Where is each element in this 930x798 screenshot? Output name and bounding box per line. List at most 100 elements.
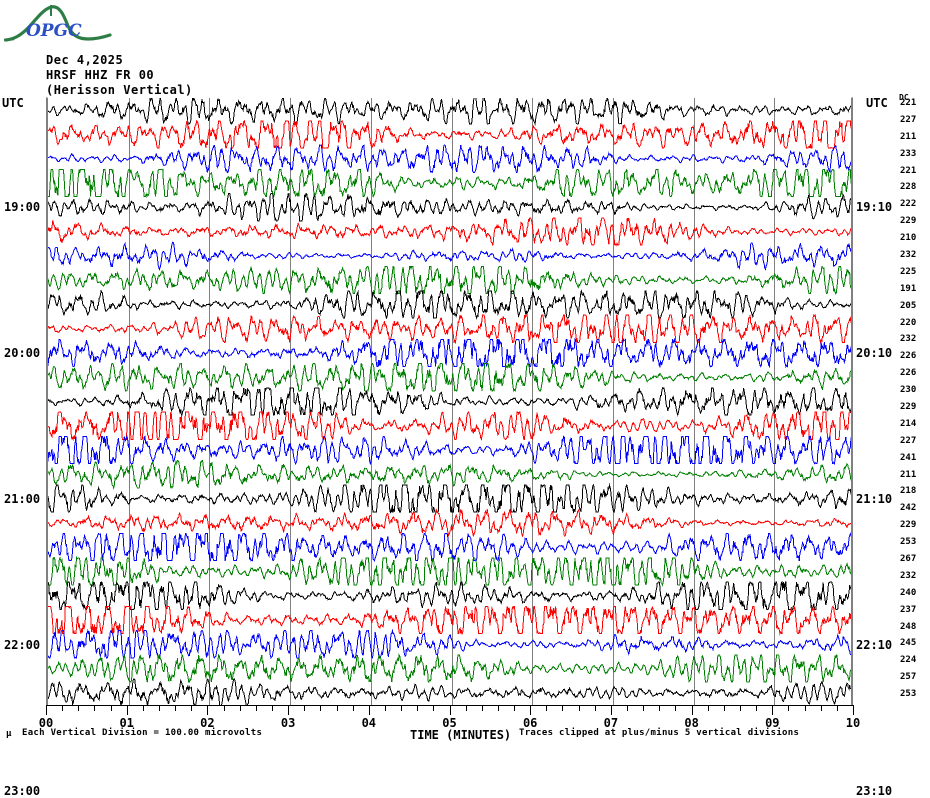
trace-5 [48,217,851,247]
gridline-minute-3 [290,98,292,705]
dc-value-34: 257 [900,672,917,683]
x-tick-minor [110,705,112,711]
trace-7 [48,265,851,295]
trace-19 [48,556,851,587]
x-tick-label-10: 10 [845,716,861,730]
utc-label-left: UTC [2,96,24,110]
gridline-minute-1 [128,98,130,705]
x-tick-minor [481,705,483,711]
dc-value-23: 218 [900,486,917,497]
dc-value-21: 241 [900,452,917,463]
x-tick-minor [158,705,160,711]
dc-value-26: 253 [900,537,917,548]
x-tick-minor [255,705,257,711]
dc-value-29: 240 [900,587,917,598]
trace-12 [48,386,851,417]
dc-value-32: 245 [900,638,917,649]
hour-label-right-1910: 19:10 [856,200,893,215]
x-tick-major-08 [691,705,693,715]
trace-15 [48,460,851,490]
trace-18 [48,532,851,563]
trace-6 [48,241,851,272]
trace-8 [48,289,851,320]
dc-value-22: 211 [900,469,917,480]
trace-14 [48,434,851,466]
dc-value-33: 224 [900,655,917,666]
gridline-minute-4 [370,98,372,705]
opgc-logo: OPGC [4,5,112,42]
gridline-minute-9 [774,98,776,705]
x-tick-minor [271,705,273,711]
footer-note-left: Each Vertical Division = 100.00 microvol… [22,728,263,738]
x-tick-major-10 [853,705,854,715]
trace-9 [48,313,851,345]
dc-value-3: 233 [900,148,917,159]
x-tick-minor [352,705,354,711]
dc-value-31: 248 [900,621,917,632]
x-tick-minor [546,705,548,711]
dc-value-1: 227 [900,114,917,125]
x-tick-major-00 [46,705,47,715]
x-tick-minor [788,705,790,711]
x-tick-minor [497,705,499,711]
x-tick-minor [643,705,645,711]
trace-22 [48,628,851,660]
trace-24 [48,678,851,705]
x-tick-major-02 [207,705,209,715]
dc-value-28: 232 [900,570,917,581]
hour-label-left-2200: 22:00 [4,638,41,653]
dc-value-10: 225 [900,266,917,277]
x-tick-label-06: 06 [522,716,538,730]
x-tick-minor [175,705,177,711]
trace-17 [48,507,851,538]
trace-0 [48,98,851,126]
dc-value-20: 227 [900,435,917,446]
dc-value-17: 230 [900,385,917,396]
x-tick-label-01: 01 [119,716,134,730]
dc-value-35: 253 [900,689,917,700]
dc-value-9: 232 [900,250,917,260]
x-tick-major-05 [449,705,451,715]
x-tick-major-09 [772,705,774,715]
x-tick-minor [707,705,709,711]
x-tick-minor [675,705,677,711]
trace-11 [48,362,851,393]
dc-value-14: 232 [900,334,917,345]
x-tick-minor [836,705,838,711]
x-tick-minor [562,705,564,711]
trace-2 [48,144,851,174]
dc-column-header: DC [899,93,909,102]
dc-value-13: 220 [900,317,917,328]
x-tick-label-03: 03 [280,716,296,730]
x-tick-minor [223,705,225,711]
x-tick-minor [594,705,596,711]
x-tick-major-07 [610,705,612,715]
x-tick-minor [820,705,822,711]
trace-23 [48,653,851,683]
gridline-minute-5 [451,98,453,705]
x-tick-label-08: 08 [684,716,699,730]
dc-value-11: 191 [900,283,917,294]
hour-label-right-2110: 21:10 [856,492,893,507]
x-tick-label-07: 07 [603,716,619,730]
trace-1 [48,119,851,150]
gridline-minute-2 [209,98,211,705]
dc-value-12: 205 [900,300,917,311]
x-tick-minor [659,705,661,711]
x-tick-minor [804,705,806,711]
x-tick-minor [239,705,241,711]
x-tick-minor [723,705,725,711]
gridline-minute-7 [612,98,614,705]
x-axis-title: TIME (MINUTES) [410,728,512,742]
x-tick-major-01 [126,705,128,715]
dc-value-4: 221 [900,165,917,176]
trace-21 [48,604,851,636]
header-station: HRSF HHZ FR 00 [46,68,155,82]
dc-value-0: 221 [900,98,917,108]
dc-value-5: 228 [900,182,917,193]
dc-value-27: 267 [900,554,917,564]
hour-label-left-1900: 19:00 [4,200,41,215]
dc-value-8: 210 [900,233,917,244]
x-tick-major-03 [288,705,290,715]
x-tick-minor [191,705,193,711]
